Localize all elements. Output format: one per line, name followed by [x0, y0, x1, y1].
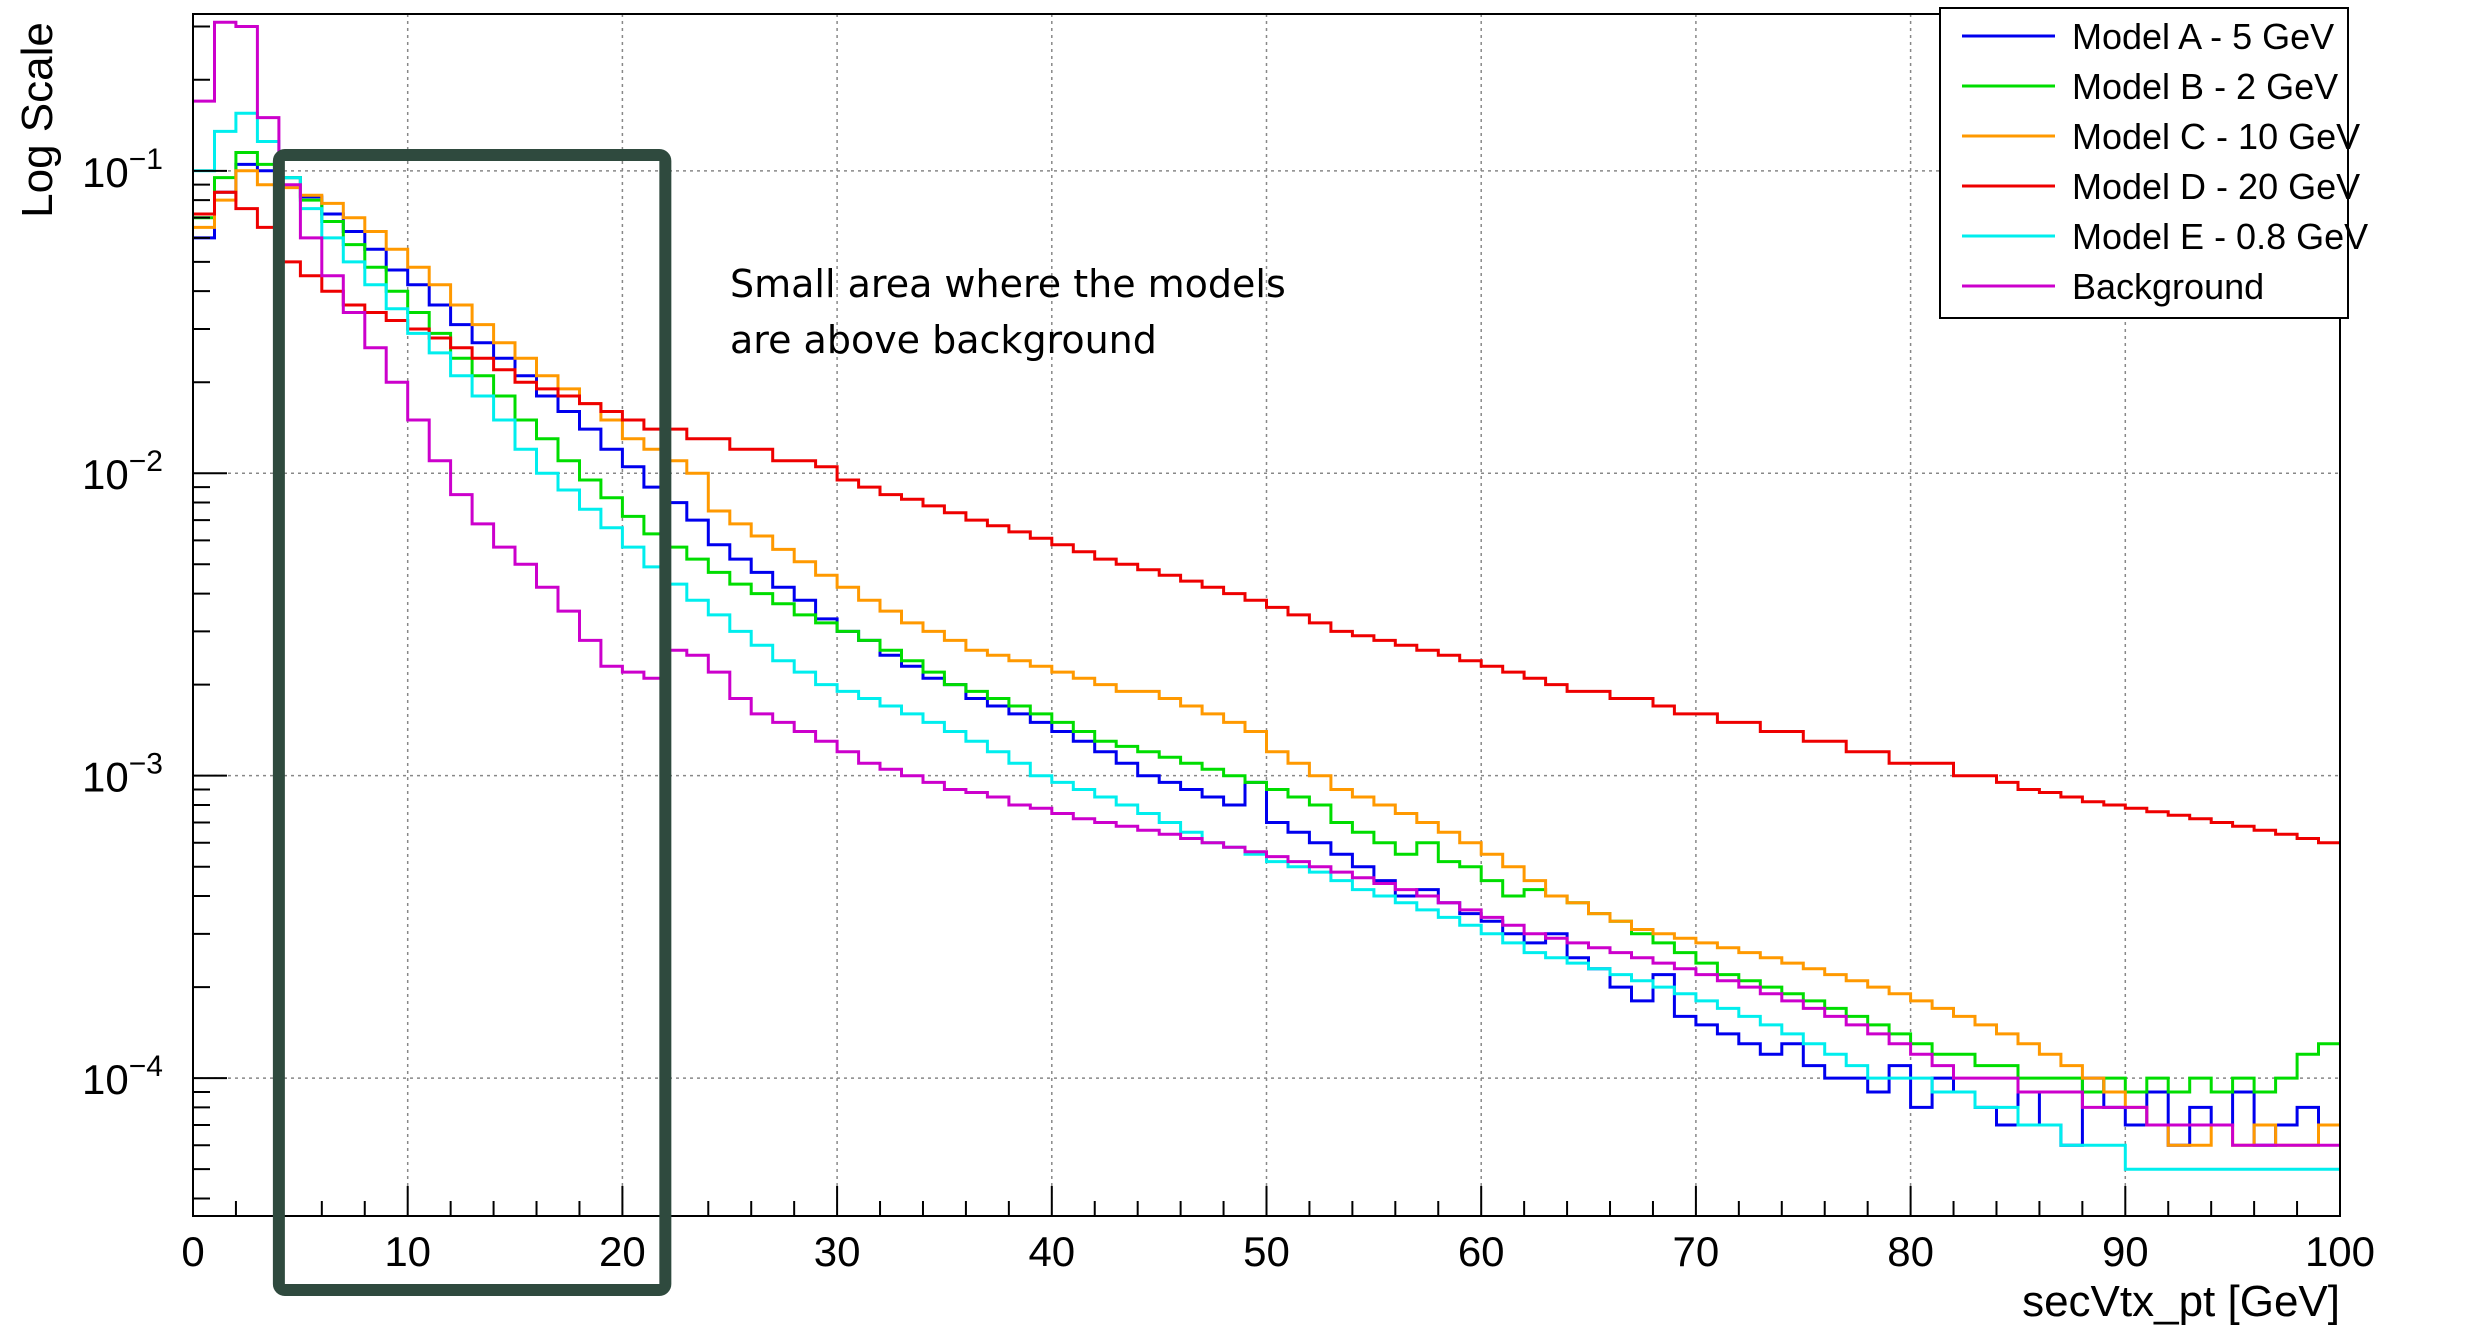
series-line	[193, 20, 2340, 1147]
x-axis-title: secVtx_pt [GeV]	[2022, 1277, 2340, 1326]
x-tick-label: 0	[181, 1228, 204, 1275]
y-tick-label: 10−2	[82, 445, 163, 498]
series-line	[193, 151, 2340, 1094]
series-line	[193, 111, 2340, 1171]
x-tick-label: 70	[1673, 1228, 1720, 1275]
annotation-line-2: are above background	[730, 318, 1157, 362]
x-tick-label: 20	[599, 1228, 646, 1275]
y-tick-label: 10−3	[82, 748, 163, 801]
x-tick-label: 30	[814, 1228, 861, 1275]
legend-label: Model C - 10 GeV	[2072, 116, 2360, 157]
x-tick-label: 90	[2102, 1228, 2149, 1275]
x-tick-labels: 0 10 20 30 40 50 60 70 80 90 100	[181, 1228, 2375, 1275]
legend-label: Model A - 5 GeV	[2072, 16, 2334, 57]
legend-label: Background	[2072, 266, 2264, 307]
annotation-line-1: Small area where the models	[730, 262, 1286, 306]
y-tick-label: 10−1	[82, 143, 163, 196]
x-tick-label: 80	[1887, 1228, 1934, 1275]
x-tick-label: 100	[2305, 1228, 2375, 1275]
x-tick-label: 40	[1028, 1228, 1075, 1275]
legend-label: Model D - 20 GeV	[2072, 166, 2360, 207]
series-layer	[193, 20, 2340, 1171]
y-axis-title: Log Scale	[13, 22, 62, 218]
y-tick-labels: 10−1 10−2 10−3 10−4	[82, 143, 163, 1103]
legend-label: Model B - 2 GeV	[2072, 66, 2338, 107]
annotation-highlight-box	[272, 149, 672, 1296]
x-tick-label: 10	[384, 1228, 431, 1275]
x-tick-label: 60	[1458, 1228, 1505, 1275]
axis-ticks	[192, 25, 2341, 1216]
series-line	[193, 169, 2340, 1147]
y-tick-label: 10−4	[82, 1050, 163, 1103]
x-tick-label: 50	[1243, 1228, 1290, 1275]
legend: Model A - 5 GeV Model B - 2 GeV Model C - …	[1939, 7, 2368, 319]
series-line	[193, 190, 2340, 845]
legend-label: Model E - 0.8 GeV	[2072, 216, 2368, 257]
legend-box	[1939, 7, 2349, 319]
